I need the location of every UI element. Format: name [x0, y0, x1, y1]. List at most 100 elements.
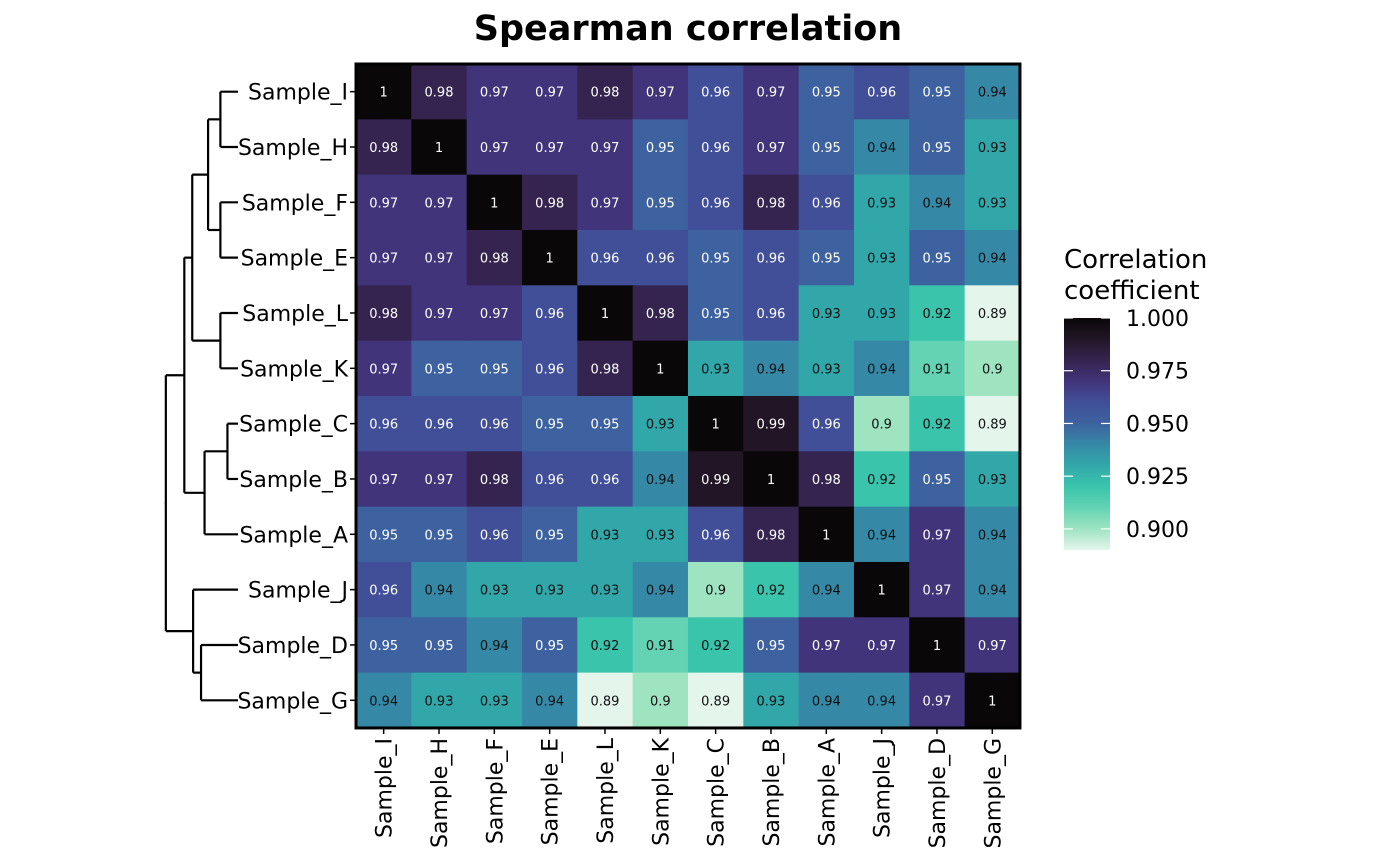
- cell-value-label: 0.98: [756, 196, 785, 211]
- cell-value-label: 0.96: [756, 252, 785, 267]
- heatmap-cell: [743, 174, 800, 231]
- heatmap-cell: [356, 506, 412, 563]
- heatmap-cell: [964, 506, 1021, 563]
- legend-tick-label: 0.950: [1126, 412, 1189, 437]
- row-label: Sample_E: [241, 247, 348, 272]
- heatmap-cell: [632, 285, 689, 342]
- cell-value-label: 0.98: [535, 196, 564, 211]
- heatmap-cell: [632, 395, 689, 452]
- cell-value-label: 0.89: [701, 694, 730, 709]
- heatmap-cell: [632, 672, 689, 729]
- column-label: Sample_D: [926, 738, 951, 848]
- heatmap-cell: [798, 285, 855, 342]
- heatmap-cell: [798, 119, 855, 176]
- heatmap-cell: [356, 229, 412, 286]
- cell-value-label: 0.93: [646, 528, 675, 543]
- cell-value-label: 0.97: [978, 639, 1007, 654]
- cell-value-label: 0.99: [756, 418, 785, 433]
- heatmap-cell: [356, 340, 412, 397]
- row-label: Sample_C: [239, 413, 348, 438]
- cell-value-label: 0.95: [812, 252, 841, 267]
- heatmap-cell: [853, 395, 910, 452]
- heatmap-cell: [521, 561, 578, 618]
- heatmap-cell: [798, 506, 855, 563]
- column-label: Sample_I: [373, 738, 398, 838]
- cell-value-label: 0.96: [480, 418, 509, 433]
- heatmap-cell: [466, 506, 523, 563]
- cell-value-label: 0.93: [978, 196, 1007, 211]
- heatmap-cell: [798, 395, 855, 452]
- heatmap-cell: [356, 451, 412, 508]
- heatmap-cell: [466, 395, 523, 452]
- legend-title-line-1: Correlation: [1064, 245, 1207, 275]
- heatmap-cell: [411, 285, 468, 342]
- cell-value-label: 0.95: [922, 141, 951, 156]
- heatmap-cell: [687, 672, 744, 729]
- column-label: Sample_G: [981, 738, 1006, 849]
- heatmap-cell: [798, 561, 855, 618]
- cell-value-label: 0.98: [480, 473, 509, 488]
- column-label: Sample_A: [815, 738, 840, 847]
- heatmap-cell: [964, 451, 1021, 508]
- heatmap-border: [354, 62, 1022, 730]
- cell-value-label: 0.95: [535, 418, 564, 433]
- heatmap-cell: [521, 119, 578, 176]
- cell-value-label: 0.96: [535, 362, 564, 377]
- chart-title: Spearman correlation: [474, 9, 902, 49]
- cell-value-label: 0.89: [591, 694, 620, 709]
- heatmap-cell: [411, 451, 468, 508]
- cell-value-label: 0.96: [480, 528, 509, 543]
- heatmap-cell: [521, 174, 578, 231]
- heatmap-cell: [466, 672, 523, 729]
- heatmap-cell: [356, 174, 412, 231]
- heatmap-cell: [411, 64, 468, 120]
- cell-value-label: 0.92: [701, 639, 730, 654]
- heatmap-cell: [853, 174, 910, 231]
- cell-value-label: 0.95: [535, 639, 564, 654]
- cell-value-label: 0.96: [535, 473, 564, 488]
- cell-value-label: 0.97: [867, 639, 896, 654]
- cell-value-label: 0.96: [646, 252, 675, 267]
- heatmap-cell: [687, 64, 744, 120]
- heatmap-cell: [853, 506, 910, 563]
- cell-value-label: 0.9: [871, 418, 892, 433]
- cell-value-label: 0.94: [425, 584, 454, 599]
- heatmap-cell: [466, 64, 523, 120]
- cell-value-label: 0.94: [922, 196, 951, 211]
- row-label: Sample_B: [239, 468, 348, 493]
- heatmap-cell: [909, 119, 966, 176]
- cell-value-label: 0.97: [369, 196, 398, 211]
- cell-value-label: 0.98: [480, 252, 509, 267]
- row-label: Sample_J: [248, 579, 348, 604]
- heatmap-cell: [577, 451, 634, 508]
- cell-value-label: 0.99: [701, 473, 730, 488]
- heatmap-cell: [743, 506, 800, 563]
- heatmap-cell: [909, 174, 966, 231]
- heatmap-cell: [356, 64, 412, 120]
- cell-value-label: 0.89: [978, 418, 1007, 433]
- cell-value-label: 0.95: [646, 141, 675, 156]
- cell-value-label: 0.95: [922, 252, 951, 267]
- column-label: Sample_H: [428, 738, 453, 848]
- heatmap-cell: [632, 174, 689, 231]
- cell-value-label: 0.94: [812, 584, 841, 599]
- heatmap-cell: [853, 451, 910, 508]
- heatmap-cell: [798, 451, 855, 508]
- heatmap-cell: [798, 64, 855, 120]
- cell-value-label: 0.9: [982, 362, 1003, 377]
- legend-colorbar: [1064, 318, 1110, 550]
- heatmap-cell: [577, 561, 634, 618]
- cell-value-label: 0.96: [812, 418, 841, 433]
- heatmap-cell: [577, 395, 634, 452]
- cell-value-label: 0.92: [922, 418, 951, 433]
- heatmap-cell: [853, 340, 910, 397]
- heatmap-cell: [466, 451, 523, 508]
- heatmap-cell: [909, 561, 966, 618]
- heatmap-cell: [964, 285, 1021, 342]
- heatmap-cell: [466, 617, 523, 674]
- cell-value-label: 1: [435, 141, 443, 156]
- heatmap-cell: [521, 672, 578, 729]
- cell-value-label: 0.95: [756, 639, 785, 654]
